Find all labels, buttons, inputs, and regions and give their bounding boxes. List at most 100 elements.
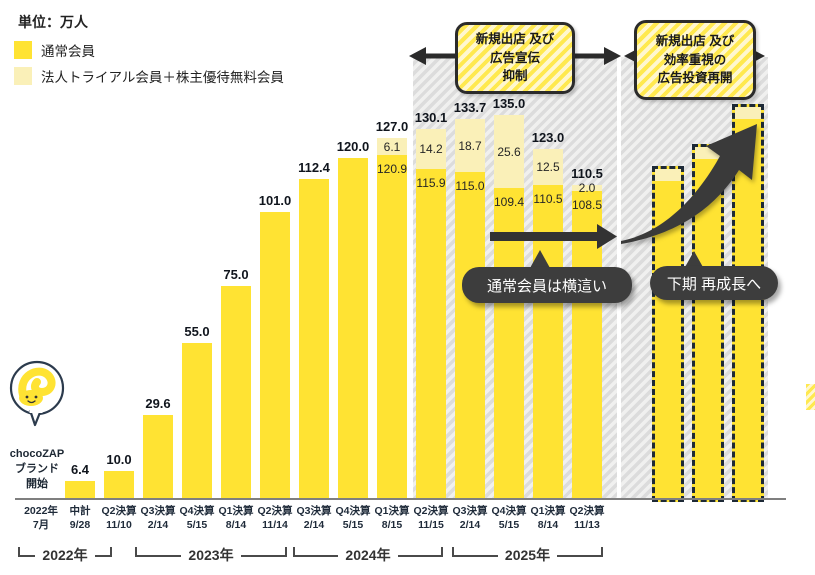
annotation-box-restraint: 新規出店 及び 広告宣伝 抑制 (455, 22, 575, 94)
tick-line: 11/10 (106, 518, 132, 531)
bracket-line (397, 555, 441, 557)
tick-line: Q3決算 (452, 505, 488, 517)
tick-line: 11/13 (574, 518, 600, 531)
trial-value-label: 2.0 (578, 181, 596, 195)
legend-label-normal: 通常会員 (41, 44, 95, 59)
bracket-tick (110, 547, 112, 557)
tick-line: Q1決算 (218, 505, 254, 517)
tick-line: 2/14 (147, 518, 169, 531)
bar-total-label: 127.0 (375, 119, 409, 134)
mascot-speech-bubble (9, 360, 65, 427)
year-label: 2024年 (345, 547, 391, 563)
annotation-line: 新規出店 及び (475, 31, 555, 46)
forecast-trial-cap (655, 169, 681, 181)
year-bracket: 2023年 (135, 547, 287, 564)
tick-line: 2/14 (459, 518, 481, 531)
member-bar (143, 415, 173, 499)
bracket-line (20, 555, 36, 557)
tick-line: 7月 (32, 518, 50, 531)
bracket-line (240, 555, 285, 557)
normal-segment (182, 343, 212, 499)
member-bar (377, 138, 407, 499)
year-bracket: 2024年 (293, 547, 443, 564)
tick-line: Q1決算 (374, 505, 410, 517)
forecast-trial-cap (735, 107, 761, 119)
bar-total-label: 6.4 (70, 462, 90, 477)
bar-total-label: 133.7 (453, 100, 487, 115)
x-tick-label: Q4決算 5/15 (481, 505, 537, 532)
normal-segment (572, 191, 602, 499)
bar-total-label: 123.0 (531, 130, 565, 145)
tick-line: 8/14 (537, 518, 559, 531)
tick-line: 11/14 (262, 518, 288, 531)
trial-value-label: 12.5 (536, 160, 560, 174)
tick-line: 5/15 (186, 518, 208, 531)
tick-line: Q2決算 (101, 505, 137, 517)
x-tick-label: Q1決算 8/14 (208, 505, 264, 532)
normal-segment (455, 172, 485, 499)
bar-total-label: 29.6 (145, 396, 171, 411)
trial-segment (416, 129, 446, 169)
annotation-line: 抑制 (502, 69, 528, 84)
trial-value-label: 6.1 (383, 139, 401, 154)
bar-total-label: 110.5 (571, 166, 603, 181)
trial-value-label: 25.6 (497, 144, 521, 159)
legend-swatch-normal (14, 41, 32, 59)
normal-segment (260, 212, 290, 499)
forecast-bar (652, 166, 684, 502)
chocozap-mascot-icon (18, 367, 56, 406)
tick-line: Q3決算 (140, 505, 176, 517)
bracket-tick (601, 547, 603, 557)
year-label: 2023年 (188, 547, 234, 563)
legend-item-normal: 通常会員 (14, 40, 95, 60)
annotation-line: 広告宣伝 (489, 50, 540, 65)
x-tick-label: Q1決算 8/15 (364, 505, 420, 532)
normal-segment (494, 188, 524, 499)
brand-start-line: 開始 (26, 478, 48, 490)
x-tick-label: Q2決算 11/14 (247, 505, 303, 532)
x-tick-label: Q1決算 8/14 (520, 505, 576, 532)
bar-total-label: 75.0 (223, 267, 249, 282)
trial-segment (455, 119, 485, 172)
normal-segment (416, 169, 446, 499)
bracket-tick (441, 547, 443, 557)
member-bar (494, 115, 524, 499)
x-tick-label: 2022年 7月 (13, 505, 69, 532)
normal-segment (104, 471, 134, 499)
brand-start-line: chocoZAP (9, 448, 65, 460)
normal-segment (377, 155, 407, 499)
bar-total-label: 55.0 (184, 324, 210, 339)
brand-start-label: chocoZAP ブランド 開始 (6, 447, 68, 492)
x-tick-label: Q2決算 11/10 (91, 505, 147, 532)
member-bar (182, 343, 212, 499)
bar-total-label: 10.0 (106, 452, 132, 467)
trial-value-label: 18.7 (458, 138, 482, 153)
bracket-line (295, 555, 339, 557)
bracket-tick (18, 547, 20, 557)
callout-tail-regrowth (684, 251, 704, 269)
tick-line: 5/15 (498, 518, 520, 531)
normal-value-label: 109.4 (493, 195, 525, 209)
bracket-tick (285, 547, 287, 557)
tick-line: Q4決算 (335, 505, 371, 517)
bar-total-label: 112.4 (298, 160, 330, 175)
legend-item-trial: 法人トライアル会員＋株主優待無料会員 (14, 66, 284, 86)
tick-line: Q4決算 (179, 505, 215, 517)
normal-segment (221, 286, 251, 499)
normal-segment (143, 415, 173, 499)
x-tick-label: Q3決算 2/14 (130, 505, 186, 532)
trial-segment (533, 149, 563, 185)
x-tick-label: Q3決算 2/14 (286, 505, 342, 532)
tick-line: 5/15 (342, 518, 364, 531)
x-axis-line (15, 498, 786, 500)
trial-segment (572, 185, 602, 191)
bubble-tail (28, 409, 43, 427)
x-tick-label: 中計 9/28 (52, 505, 108, 532)
x-tick-label: Q2決算 11/15 (403, 505, 459, 532)
member-bar (572, 185, 602, 499)
bracket-tick (452, 547, 454, 557)
tick-line: 9/28 (69, 518, 91, 531)
tick-line: 8/15 (381, 518, 403, 531)
tick-line: Q4決算 (491, 505, 527, 517)
